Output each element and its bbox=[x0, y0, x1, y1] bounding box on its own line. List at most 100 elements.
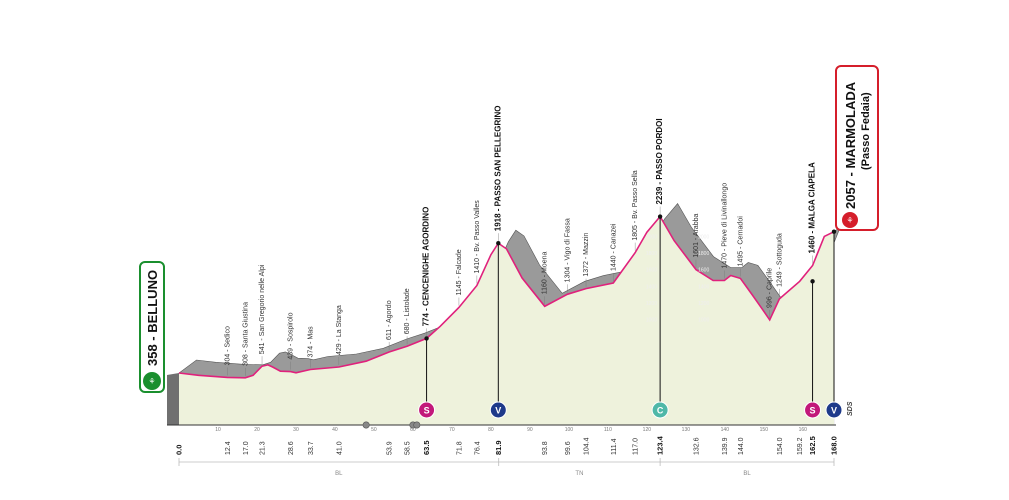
altitude-tick-right-2: 1400 bbox=[698, 284, 709, 290]
marker-badge-2 bbox=[651, 401, 669, 419]
km-tick-2: 30 bbox=[293, 427, 299, 433]
profile-area bbox=[179, 216, 834, 425]
marker-badge-4 bbox=[825, 401, 843, 419]
start-finish-badges: ⚘ 358 - BELLUNO ⚘ 2057 - MARMOLADA (Passo Fe… bbox=[139, 65, 879, 393]
km-label-24: 162.5 bbox=[808, 436, 817, 455]
km-label-12: 81.9 bbox=[494, 440, 503, 455]
km-label-14: 99.6 bbox=[565, 441, 572, 455]
km-label-0: 0.0 bbox=[175, 445, 184, 455]
km-label-11: 76.4 bbox=[474, 441, 481, 455]
start-label: 358 - BELLUNO bbox=[145, 270, 160, 366]
waypoint-labels: 304 - Sedico 308 - Santa Giustina 541 - Sa… bbox=[224, 106, 817, 376]
km-tick-8: 90 bbox=[527, 427, 533, 433]
km-label-1: 12.4 bbox=[225, 441, 232, 455]
km-label-16: 111.4 bbox=[611, 438, 618, 455]
km-tick-15: 160 bbox=[799, 427, 808, 433]
altitude-tick-4: 1800 bbox=[646, 251, 657, 257]
km-tick-6: 70 bbox=[449, 427, 455, 433]
marker-letter-4: V bbox=[831, 406, 837, 416]
waypoint-label-10: 1145 - Falcade bbox=[456, 249, 463, 295]
waypoint-label-22: 996 - Caprile bbox=[767, 268, 774, 308]
waypoint-label-8: 680 - Listolade bbox=[404, 288, 411, 334]
km-label-17: 117.0 bbox=[633, 438, 640, 455]
marker-dot-0 bbox=[424, 336, 429, 341]
waypoint-label-16: 1440 - Canazei bbox=[610, 223, 617, 271]
altitude-tick-3: 1600 bbox=[646, 268, 657, 274]
waypoint-label-15: 1372 - Mazzin bbox=[583, 233, 590, 277]
start-badge bbox=[139, 261, 165, 393]
km-label-25: 168.0 bbox=[830, 436, 839, 455]
km-tick-11: 120 bbox=[643, 427, 652, 433]
km-label-23: 159.2 bbox=[797, 437, 804, 455]
finish-label: 2057 - MARMOLADA bbox=[843, 81, 858, 209]
km-label-5: 33.7 bbox=[308, 441, 315, 455]
km-label-20: 139.9 bbox=[722, 437, 729, 455]
km-axis: 10 20 30 40 50 60 70 80 90 100 110 120 130 140 150 160 0… bbox=[175, 401, 855, 455]
km-label-13: 93.8 bbox=[542, 441, 549, 455]
km-tick-14: 150 bbox=[760, 427, 769, 433]
marker-letter-0: S bbox=[424, 406, 430, 416]
waypoint-label-12: 1918 - PASSO SAN PELLEGRINO bbox=[493, 106, 502, 232]
left-wall bbox=[167, 373, 179, 425]
waypoint-label-11: 1410 - Bv. Passo Valles bbox=[474, 200, 481, 274]
waypoint-label-7: 611 - Agordo bbox=[386, 300, 393, 340]
altitude-tick-right-5: 2000 bbox=[698, 234, 709, 240]
altitude-tick-1: 1200 bbox=[646, 301, 657, 307]
altitude-tick-labels: 1000 1000 1200 1200 1400 1400 1600 1600 1800 1800… bbox=[646, 234, 710, 323]
profile-line bbox=[178, 215, 835, 379]
km-tick-1: 20 bbox=[254, 427, 260, 433]
altitude-tick-2: 1400 bbox=[646, 284, 657, 290]
altitude-tick-right-4: 1800 bbox=[698, 251, 709, 257]
km-tick-3: 40 bbox=[332, 427, 338, 433]
finish-cyclist-glyph: ⚘ bbox=[846, 216, 853, 225]
altitude-tick-5: 2000 bbox=[646, 234, 657, 240]
marker-badge-1 bbox=[489, 401, 507, 419]
marker-badge-3 bbox=[804, 401, 822, 419]
sds-label: SDS bbox=[847, 401, 854, 416]
km-tick-5: 60 bbox=[410, 427, 416, 433]
km-label-7: 53.9 bbox=[387, 441, 394, 455]
waypoint-label-5: 374 - Mas bbox=[307, 326, 314, 358]
finish-badge bbox=[835, 65, 879, 231]
waypoint-label-14: 1304 - Vigo di Fassa bbox=[564, 218, 571, 282]
waypoint-label-6: 429 - La Stanga bbox=[336, 305, 343, 355]
region-label-1: TN bbox=[575, 471, 583, 477]
km-tick-9: 100 bbox=[565, 427, 574, 433]
marker-dot-1 bbox=[496, 241, 501, 246]
waypoint-label-9: 774 - CENCENIGHE AGORDINO bbox=[422, 207, 431, 327]
km-tick-0: 10 bbox=[215, 427, 221, 433]
km-label-4: 28.6 bbox=[288, 441, 295, 455]
waypoint-label-3: 541 - San Gregorio nelle Alpi bbox=[259, 264, 266, 354]
finish-sublabel: (Passo Fedaia) bbox=[860, 92, 872, 170]
altitude-tick-0: 1000 bbox=[646, 318, 657, 324]
altitude-tick-right-1: 1200 bbox=[698, 301, 709, 307]
km-label-22: 154.0 bbox=[777, 437, 784, 455]
km-label-6: 41.0 bbox=[336, 441, 343, 455]
waypoint-label-2: 308 - Santa Giustina bbox=[242, 302, 249, 366]
km-label-2: 17.0 bbox=[243, 441, 250, 455]
marker-badge-0 bbox=[418, 401, 436, 419]
km-label-15: 104.4 bbox=[584, 437, 591, 455]
marker-dot-4 bbox=[831, 229, 837, 234]
waypoint-label-13: 1160 - Moena bbox=[542, 252, 549, 295]
waypoint-label-19: 1601 - Arabba bbox=[693, 214, 700, 258]
waypoint-label-23: 1249 - Sottoguda bbox=[776, 233, 783, 287]
km-label-10: 71.8 bbox=[456, 441, 463, 455]
waypoint-label-24: 1460 - MALGA CIAPELA bbox=[808, 162, 817, 253]
finish-cyclist-icon bbox=[842, 212, 858, 228]
km-tick-7: 80 bbox=[488, 427, 494, 433]
technical-point-0 bbox=[362, 421, 370, 429]
technical-point-2 bbox=[413, 421, 421, 429]
km-label-21: 144.0 bbox=[738, 437, 745, 455]
km-tick-4: 50 bbox=[371, 427, 377, 433]
start-cyclist-glyph: ⚘ bbox=[148, 377, 155, 386]
start-cyclist-icon bbox=[143, 372, 161, 390]
waypoint-label-18: 2239 - PASSO PORDOI bbox=[655, 118, 664, 204]
marker-letter-2: C bbox=[657, 406, 664, 416]
marker-letter-3: S bbox=[810, 406, 816, 416]
marker-dot-3 bbox=[810, 279, 815, 284]
waypoint-label-21: 1495 - Cernadoi bbox=[737, 216, 744, 267]
km-tick-10: 110 bbox=[604, 427, 612, 433]
